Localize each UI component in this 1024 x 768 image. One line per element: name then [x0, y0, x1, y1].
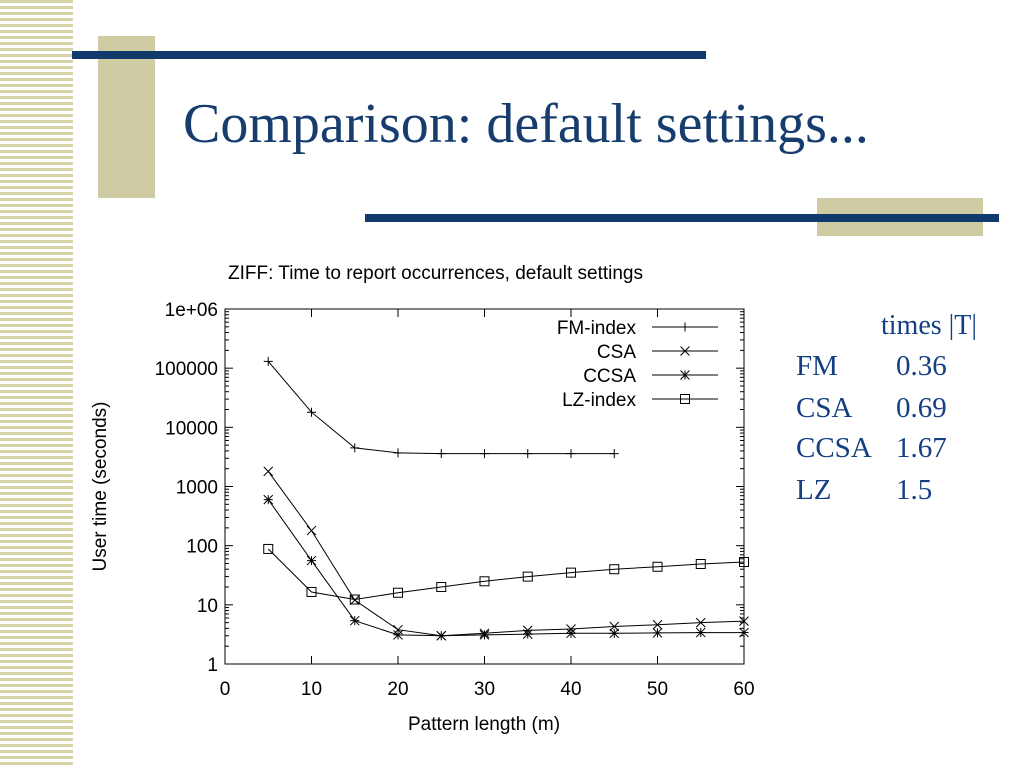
data-point-ccsa	[695, 627, 706, 638]
data-point-fm-index	[480, 449, 489, 459]
data-point-fm-index	[609, 449, 619, 459]
y-tick-label: 1e+06	[165, 300, 218, 321]
y-tick-label: 10	[197, 596, 218, 617]
data-point-ccsa	[393, 630, 403, 640]
data-point-ccsa	[566, 628, 576, 639]
data-point-csa	[652, 619, 663, 630]
timing-row-value: 0.69	[896, 392, 947, 424]
y-tick-label: 100	[186, 537, 218, 558]
x-tick-label: 50	[647, 679, 668, 700]
data-point-ccsa	[522, 629, 533, 639]
legend-label: FM-index	[557, 318, 637, 339]
data-point-lz-index	[522, 571, 533, 582]
data-point-ccsa	[436, 630, 447, 641]
chart-title: ZIFF: Time to report occurrences, defaul…	[228, 263, 643, 284]
data-point-fm-index	[307, 407, 316, 417]
data-point-ccsa	[306, 555, 317, 566]
slide-title: Comparison: default settings...	[183, 93, 869, 155]
timing-row-method: CCSA	[796, 432, 872, 464]
data-point-fm-index	[566, 449, 576, 459]
timing-row-method: CSA	[796, 392, 853, 424]
series-line-ccsa	[267, 499, 744, 637]
data-point-fm-index	[263, 356, 273, 366]
x-axis-label: Pattern length (m)	[408, 714, 560, 735]
x-tick-label: 40	[560, 679, 581, 700]
timing-row-method: LZ	[796, 474, 832, 506]
timing-row-lz: LZ 1.5	[796, 474, 932, 507]
data-point-ccsa	[652, 628, 663, 638]
data-point-ccsa	[263, 494, 274, 505]
x-tick-label: 60	[733, 679, 754, 700]
legend-marker	[680, 322, 690, 332]
data-point-ccsa	[739, 627, 749, 638]
data-point-csa	[393, 624, 403, 635]
data-point-csa	[306, 525, 317, 536]
data-point-lz-index	[479, 576, 490, 587]
decorative-block-left	[98, 36, 155, 198]
series-line-csa	[267, 471, 745, 637]
decorative-stripes	[0, 0, 73, 768]
x-tick-label: 0	[220, 679, 231, 700]
data-point-lz-index	[566, 567, 576, 578]
legend-label: CCSA	[583, 366, 636, 387]
data-point-ccsa	[349, 615, 360, 626]
data-point-lz-index	[739, 556, 749, 567]
data-point-lz-index	[349, 594, 360, 605]
legend-marker	[680, 370, 690, 380]
title-rule-top	[72, 51, 706, 59]
y-tick-label: 1000	[176, 478, 218, 499]
data-point-fm-index	[523, 449, 533, 459]
legend-label: CSA	[597, 342, 636, 363]
data-point-lz-index	[695, 558, 706, 569]
series-line-lz-index	[267, 548, 745, 601]
data-point-fm-index	[436, 449, 446, 459]
data-point-lz-index	[436, 582, 447, 593]
plot-frame	[224, 308, 745, 665]
legend-marker	[680, 346, 690, 356]
title-rule-bottom	[365, 214, 999, 222]
x-tick-label: 30	[474, 679, 495, 700]
chart: 1 10 100 1000 10000 100000 1e+06 0 10 20 30 40 50 60 Z…	[90, 263, 755, 735]
data-point-ccsa	[609, 628, 620, 639]
data-point-csa	[609, 621, 620, 632]
x-tick-label: 20	[387, 679, 408, 700]
y-tick-label: 100000	[155, 359, 218, 380]
legend-label: LZ-index	[562, 390, 636, 411]
x-tick-label: 10	[301, 679, 322, 700]
data-point-fm-index	[350, 443, 360, 453]
y-tick-label: 1	[207, 655, 218, 676]
data-point-ccsa	[479, 630, 490, 640]
timing-row-csa: CSA 0.69	[796, 392, 947, 425]
data-point-csa	[739, 616, 749, 627]
timing-table-header: times |T|	[881, 310, 977, 341]
timing-row-value: 1.67	[896, 432, 947, 464]
data-point-lz-index	[652, 561, 663, 572]
data-point-csa	[349, 595, 360, 606]
data-point-fm-index	[393, 448, 403, 458]
data-point-lz-index	[306, 586, 317, 597]
data-point-lz-index	[393, 587, 403, 598]
y-axis-label: User time (seconds)	[90, 402, 111, 572]
timing-row-method: FM	[796, 350, 838, 382]
legend-marker	[680, 394, 690, 404]
timing-row-fm: FM 0.36	[796, 350, 947, 383]
timing-row-value: 1.5	[896, 474, 933, 506]
data-point-lz-index	[609, 564, 620, 575]
timing-row-ccsa: CCSA 1.67	[796, 432, 947, 465]
data-point-csa	[263, 466, 274, 477]
y-tick-label: 10000	[165, 418, 218, 439]
data-point-csa	[695, 617, 706, 628]
data-point-lz-index	[263, 543, 274, 554]
timing-row-value: 0.36	[896, 350, 947, 382]
